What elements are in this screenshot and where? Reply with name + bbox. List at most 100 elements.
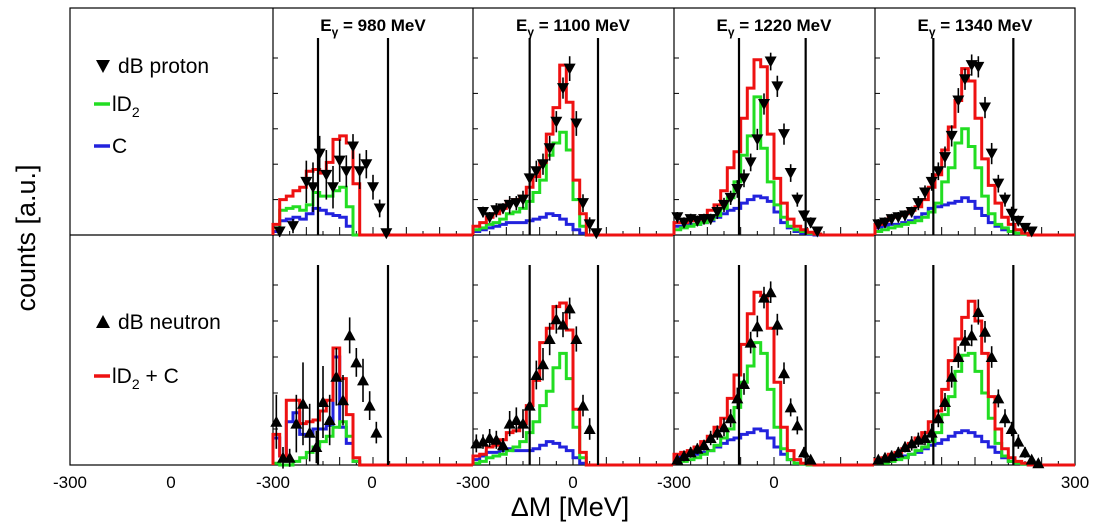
data-point	[952, 351, 965, 362]
data-point	[323, 414, 336, 425]
data-point	[771, 318, 784, 330]
data-point	[798, 446, 810, 458]
data-point	[932, 166, 945, 178]
legend-label: dB proton	[118, 55, 209, 78]
histogram-sum	[672, 290, 874, 467]
data-point	[731, 392, 744, 404]
data-point	[758, 291, 770, 303]
data-point	[704, 432, 717, 443]
data-point	[684, 446, 697, 458]
panel-title: Eγ = 1100 MeV	[516, 16, 631, 39]
data-point	[510, 414, 523, 425]
data-point	[483, 212, 496, 224]
data-point	[360, 159, 373, 171]
data-point	[1005, 423, 1018, 434]
data-point	[343, 329, 356, 341]
data-point	[784, 401, 797, 413]
legend-label: C	[112, 135, 127, 158]
data-point	[718, 421, 730, 433]
panel-title: Eγ = 1220 MeV	[717, 16, 833, 39]
data-point	[691, 442, 704, 454]
data-point	[791, 194, 804, 206]
panel	[872, 265, 1076, 469]
data-point	[1025, 453, 1038, 465]
data-point	[297, 397, 309, 409]
data-point	[543, 333, 556, 344]
data-point	[483, 432, 496, 443]
x-tick-label: 0	[367, 473, 376, 492]
data-point	[718, 199, 730, 211]
data-point	[764, 56, 777, 68]
data-point	[380, 228, 393, 240]
data-point	[550, 116, 563, 128]
data-point	[477, 435, 489, 447]
data-point	[698, 439, 710, 451]
data-point	[310, 441, 323, 452]
data-point	[563, 63, 576, 75]
data-point	[945, 370, 958, 382]
legend-marker	[96, 60, 110, 73]
data-point	[1005, 208, 1018, 220]
data-point	[273, 226, 286, 238]
x-tick-label: -300	[657, 473, 691, 492]
data-point	[583, 219, 596, 231]
data-point	[563, 302, 576, 314]
data-point	[945, 130, 958, 142]
data-point	[751, 320, 764, 332]
data-point	[523, 173, 536, 185]
data-point	[530, 369, 543, 380]
data-point	[704, 214, 717, 226]
panel	[470, 265, 674, 467]
data-point	[992, 178, 1005, 190]
data-point	[892, 212, 905, 224]
data-point	[985, 148, 998, 160]
data-point	[363, 399, 376, 411]
data-point	[550, 313, 563, 325]
data-point	[1019, 222, 1031, 234]
data-point	[899, 441, 911, 452]
data-point	[771, 81, 784, 93]
data-point	[764, 286, 777, 298]
data-point	[899, 210, 911, 222]
data-point	[523, 399, 536, 411]
data-point	[530, 166, 543, 178]
data-point	[557, 318, 569, 330]
data-point	[979, 102, 991, 114]
data-point	[307, 182, 319, 194]
data-point	[932, 412, 945, 424]
data-point	[972, 61, 985, 73]
data-point	[905, 206, 918, 218]
data-point	[537, 159, 549, 171]
histogram-sum	[471, 63, 673, 237]
data-point	[758, 99, 770, 111]
data-point	[671, 212, 684, 224]
x-axis-label: ΔM [MeV]	[511, 492, 630, 522]
panel	[872, 38, 1076, 238]
panel	[271, 38, 474, 240]
panel	[270, 265, 474, 469]
data-point	[678, 450, 690, 461]
data-point	[885, 450, 898, 461]
y-axis-label: counts [a.u.]	[11, 164, 41, 311]
legend-label: lD2 + C	[112, 365, 179, 392]
x-tick-label: 0	[568, 473, 577, 492]
histogram-sum	[471, 301, 673, 467]
data-point	[671, 453, 684, 465]
data-point	[1019, 446, 1031, 458]
data-point	[327, 182, 339, 194]
data-point	[959, 334, 971, 346]
data-point	[925, 426, 938, 438]
data-point	[290, 417, 303, 429]
data-point	[570, 333, 583, 344]
data-point	[583, 423, 596, 434]
data-point	[952, 95, 965, 107]
data-point	[357, 374, 369, 386]
panel-title: Eγ = 1340 MeV	[918, 16, 1034, 39]
panel	[671, 265, 875, 467]
x-tick-labels: -300 0 -300 0 -300 0 -300 0 300	[53, 473, 1089, 492]
x-tick-label: 300	[1061, 473, 1089, 492]
data-point	[333, 155, 346, 167]
data-point	[992, 392, 1005, 404]
data-point	[791, 419, 804, 431]
legend-marker	[96, 315, 110, 328]
